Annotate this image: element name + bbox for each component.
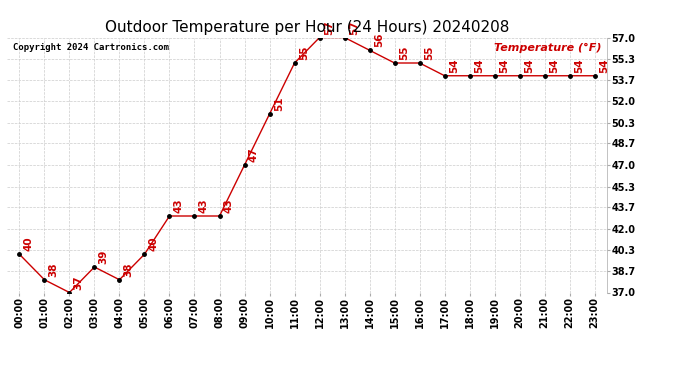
Text: 56: 56 [374, 33, 384, 48]
Text: 37: 37 [74, 275, 83, 290]
Text: 57: 57 [324, 20, 334, 35]
Text: 54: 54 [524, 58, 534, 73]
Text: 57: 57 [348, 20, 359, 35]
Text: 40: 40 [23, 237, 34, 252]
Text: 39: 39 [99, 250, 108, 264]
Text: 54: 54 [549, 58, 559, 73]
Text: 54: 54 [599, 58, 609, 73]
Text: 55: 55 [299, 46, 308, 60]
Text: 54: 54 [499, 58, 509, 73]
Text: 54: 54 [448, 58, 459, 73]
Text: 38: 38 [124, 262, 134, 277]
Text: 40: 40 [148, 237, 159, 252]
Text: 38: 38 [48, 262, 59, 277]
Text: 51: 51 [274, 97, 284, 111]
Text: 47: 47 [248, 147, 259, 162]
Text: 43: 43 [174, 199, 184, 213]
Text: Copyright 2024 Cartronics.com: Copyright 2024 Cartronics.com [13, 43, 169, 52]
Text: 54: 54 [474, 58, 484, 73]
Text: 43: 43 [199, 199, 208, 213]
Text: 55: 55 [399, 46, 408, 60]
Text: 54: 54 [574, 58, 584, 73]
Title: Outdoor Temperature per Hour (24 Hours) 20240208: Outdoor Temperature per Hour (24 Hours) … [105, 20, 509, 35]
Text: 55: 55 [424, 46, 434, 60]
Text: 43: 43 [224, 199, 234, 213]
Text: Temperature (°F): Temperature (°F) [494, 43, 601, 52]
